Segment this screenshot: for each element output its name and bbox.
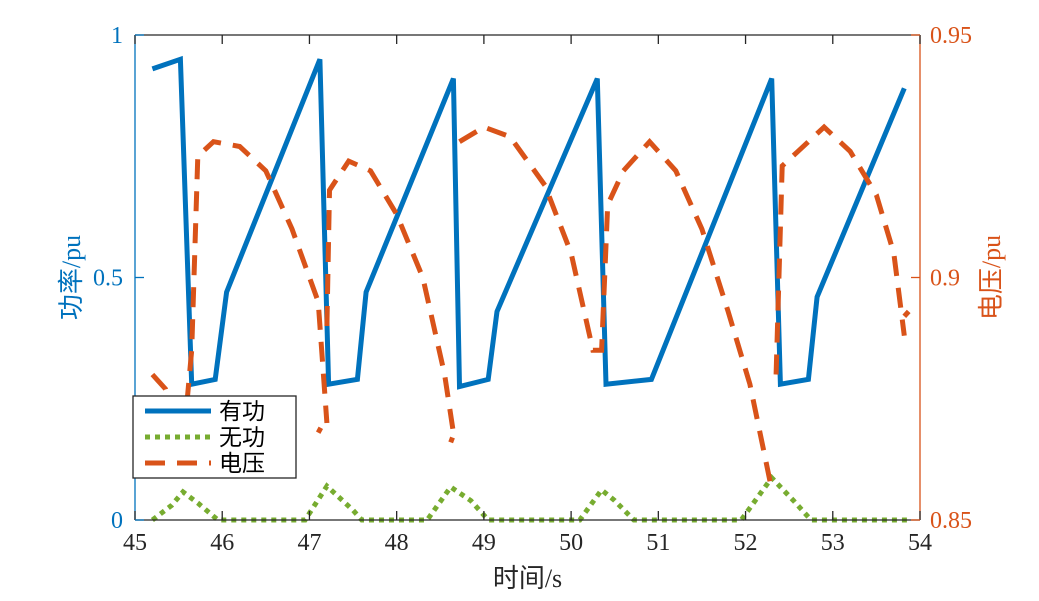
right-y-tick-label: 0.9 bbox=[930, 266, 960, 292]
x-tick-label: 51 bbox=[646, 530, 670, 556]
legend-label-active-power: 有功 bbox=[219, 399, 265, 424]
x-tick-label: 54 bbox=[908, 530, 932, 556]
axes bbox=[134, 34, 921, 521]
series-line-reactive-power-0 bbox=[150, 473, 907, 523]
left-y-tick-label: 0.5 bbox=[93, 266, 123, 292]
series-line-voltage-3 bbox=[448, 436, 455, 444]
x-axis-label: 时间/s bbox=[493, 564, 562, 593]
series-line-voltage-1 bbox=[315, 426, 324, 434]
legend-label-reactive-power: 无功 bbox=[219, 425, 265, 450]
series-line-voltage-0 bbox=[150, 139, 330, 443]
x-tick-label: 45 bbox=[123, 530, 147, 556]
right-y-axis-label: 电压/pu bbox=[977, 235, 1006, 320]
left-y-tick-label: 0 bbox=[111, 508, 123, 534]
x-tick-label: 48 bbox=[385, 530, 409, 556]
ticks: 45 46 47 48 49 50 51 52 53 54 0 0.5 1 0.85 0.9 0.95 bbox=[93, 23, 972, 556]
plot-lines bbox=[150, 55, 911, 523]
x-tick-label: 46 bbox=[210, 530, 234, 556]
legend-label-voltage: 电压 bbox=[219, 451, 265, 476]
series-line-voltage-4 bbox=[458, 124, 773, 482]
x-tick-label: 50 bbox=[559, 530, 583, 556]
x-tick-label: 49 bbox=[472, 530, 496, 556]
left-y-axis-label: 功率/pu bbox=[57, 235, 86, 320]
right-y-tick-label: 0.95 bbox=[930, 23, 972, 49]
left-y-tick-label: 1 bbox=[111, 23, 123, 49]
legend: 有功 无功 电压 bbox=[132, 395, 297, 479]
series-line-voltage-6 bbox=[902, 309, 911, 318]
x-tick-label: 53 bbox=[821, 530, 845, 556]
series-line-voltage-2 bbox=[324, 157, 456, 434]
series-line-voltage-5 bbox=[773, 123, 907, 375]
x-tick-label: 52 bbox=[734, 530, 758, 556]
x-tick-label: 47 bbox=[297, 530, 321, 556]
series-line-active-power-0 bbox=[151, 55, 907, 390]
right-y-tick-label: 0.85 bbox=[930, 508, 972, 534]
